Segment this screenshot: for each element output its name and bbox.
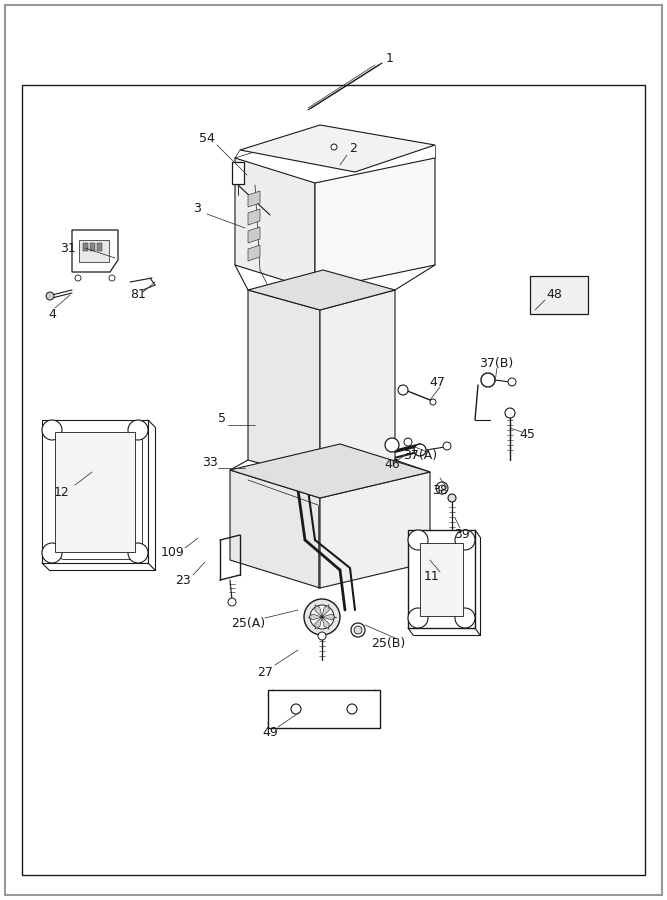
Circle shape bbox=[354, 626, 362, 634]
Polygon shape bbox=[268, 690, 380, 728]
Text: 25(B): 25(B) bbox=[371, 636, 405, 650]
Text: 46: 46 bbox=[384, 458, 400, 472]
Text: 48: 48 bbox=[546, 289, 562, 302]
Circle shape bbox=[331, 144, 337, 150]
Polygon shape bbox=[230, 470, 320, 588]
Polygon shape bbox=[320, 472, 430, 588]
Polygon shape bbox=[420, 543, 463, 616]
Circle shape bbox=[347, 704, 357, 714]
Polygon shape bbox=[322, 617, 329, 628]
Text: 38: 38 bbox=[432, 483, 448, 497]
Bar bbox=[83, 243, 88, 251]
Text: 45: 45 bbox=[519, 428, 535, 442]
Circle shape bbox=[75, 275, 81, 281]
Circle shape bbox=[430, 399, 436, 405]
Polygon shape bbox=[248, 209, 260, 225]
Circle shape bbox=[228, 598, 236, 606]
Circle shape bbox=[455, 530, 475, 550]
Circle shape bbox=[408, 608, 428, 628]
Polygon shape bbox=[72, 230, 118, 272]
Circle shape bbox=[455, 608, 475, 628]
Circle shape bbox=[385, 438, 399, 452]
Circle shape bbox=[42, 543, 62, 563]
Circle shape bbox=[310, 605, 334, 629]
Polygon shape bbox=[230, 444, 430, 498]
Text: 47: 47 bbox=[429, 375, 445, 389]
Polygon shape bbox=[248, 227, 260, 243]
Circle shape bbox=[448, 494, 456, 502]
Circle shape bbox=[408, 530, 428, 550]
Text: 49: 49 bbox=[262, 726, 278, 740]
Circle shape bbox=[42, 420, 62, 440]
Circle shape bbox=[128, 420, 148, 440]
Polygon shape bbox=[240, 125, 435, 172]
Text: 33: 33 bbox=[202, 455, 218, 469]
Text: 31: 31 bbox=[60, 241, 76, 255]
Circle shape bbox=[481, 373, 495, 387]
Polygon shape bbox=[408, 530, 475, 628]
Text: 37(B): 37(B) bbox=[479, 356, 513, 370]
Circle shape bbox=[443, 442, 451, 450]
Polygon shape bbox=[248, 191, 260, 207]
Bar bbox=[79, 240, 109, 262]
Polygon shape bbox=[320, 290, 395, 480]
Circle shape bbox=[351, 623, 365, 637]
Bar bbox=[530, 276, 588, 314]
Text: 2: 2 bbox=[349, 141, 357, 155]
Polygon shape bbox=[322, 614, 335, 620]
Circle shape bbox=[46, 292, 54, 300]
Bar bbox=[90, 243, 95, 251]
Polygon shape bbox=[55, 432, 135, 552]
Circle shape bbox=[505, 408, 515, 418]
Text: 23: 23 bbox=[175, 573, 191, 587]
Polygon shape bbox=[309, 614, 322, 620]
Polygon shape bbox=[315, 158, 435, 290]
Circle shape bbox=[109, 275, 115, 281]
Circle shape bbox=[398, 385, 408, 395]
Text: 11: 11 bbox=[424, 571, 440, 583]
Text: 27: 27 bbox=[257, 665, 273, 679]
Text: 25(A): 25(A) bbox=[231, 617, 265, 631]
Polygon shape bbox=[322, 606, 329, 617]
Bar bbox=[22, 85, 645, 875]
Text: 37(A): 37(A) bbox=[403, 448, 437, 462]
Text: 54: 54 bbox=[199, 131, 215, 145]
Text: 3: 3 bbox=[193, 202, 201, 214]
Bar bbox=[232, 162, 244, 184]
Text: 39: 39 bbox=[454, 527, 470, 541]
Circle shape bbox=[414, 444, 426, 456]
Circle shape bbox=[436, 482, 448, 494]
Polygon shape bbox=[248, 245, 260, 261]
Circle shape bbox=[291, 704, 301, 714]
Text: 4: 4 bbox=[48, 309, 56, 321]
Polygon shape bbox=[248, 270, 395, 310]
Circle shape bbox=[404, 438, 412, 446]
Polygon shape bbox=[235, 158, 315, 290]
Circle shape bbox=[439, 485, 445, 491]
Text: 81: 81 bbox=[130, 289, 146, 302]
Circle shape bbox=[508, 378, 516, 386]
Circle shape bbox=[318, 632, 326, 640]
Circle shape bbox=[128, 543, 148, 563]
Text: 5: 5 bbox=[218, 411, 226, 425]
Polygon shape bbox=[315, 606, 322, 617]
Text: 12: 12 bbox=[54, 485, 70, 499]
Polygon shape bbox=[42, 420, 148, 563]
Polygon shape bbox=[248, 290, 320, 480]
Circle shape bbox=[304, 599, 340, 635]
Text: 1: 1 bbox=[386, 51, 394, 65]
Bar bbox=[97, 243, 102, 251]
Text: 109: 109 bbox=[161, 546, 185, 560]
Polygon shape bbox=[315, 617, 322, 628]
